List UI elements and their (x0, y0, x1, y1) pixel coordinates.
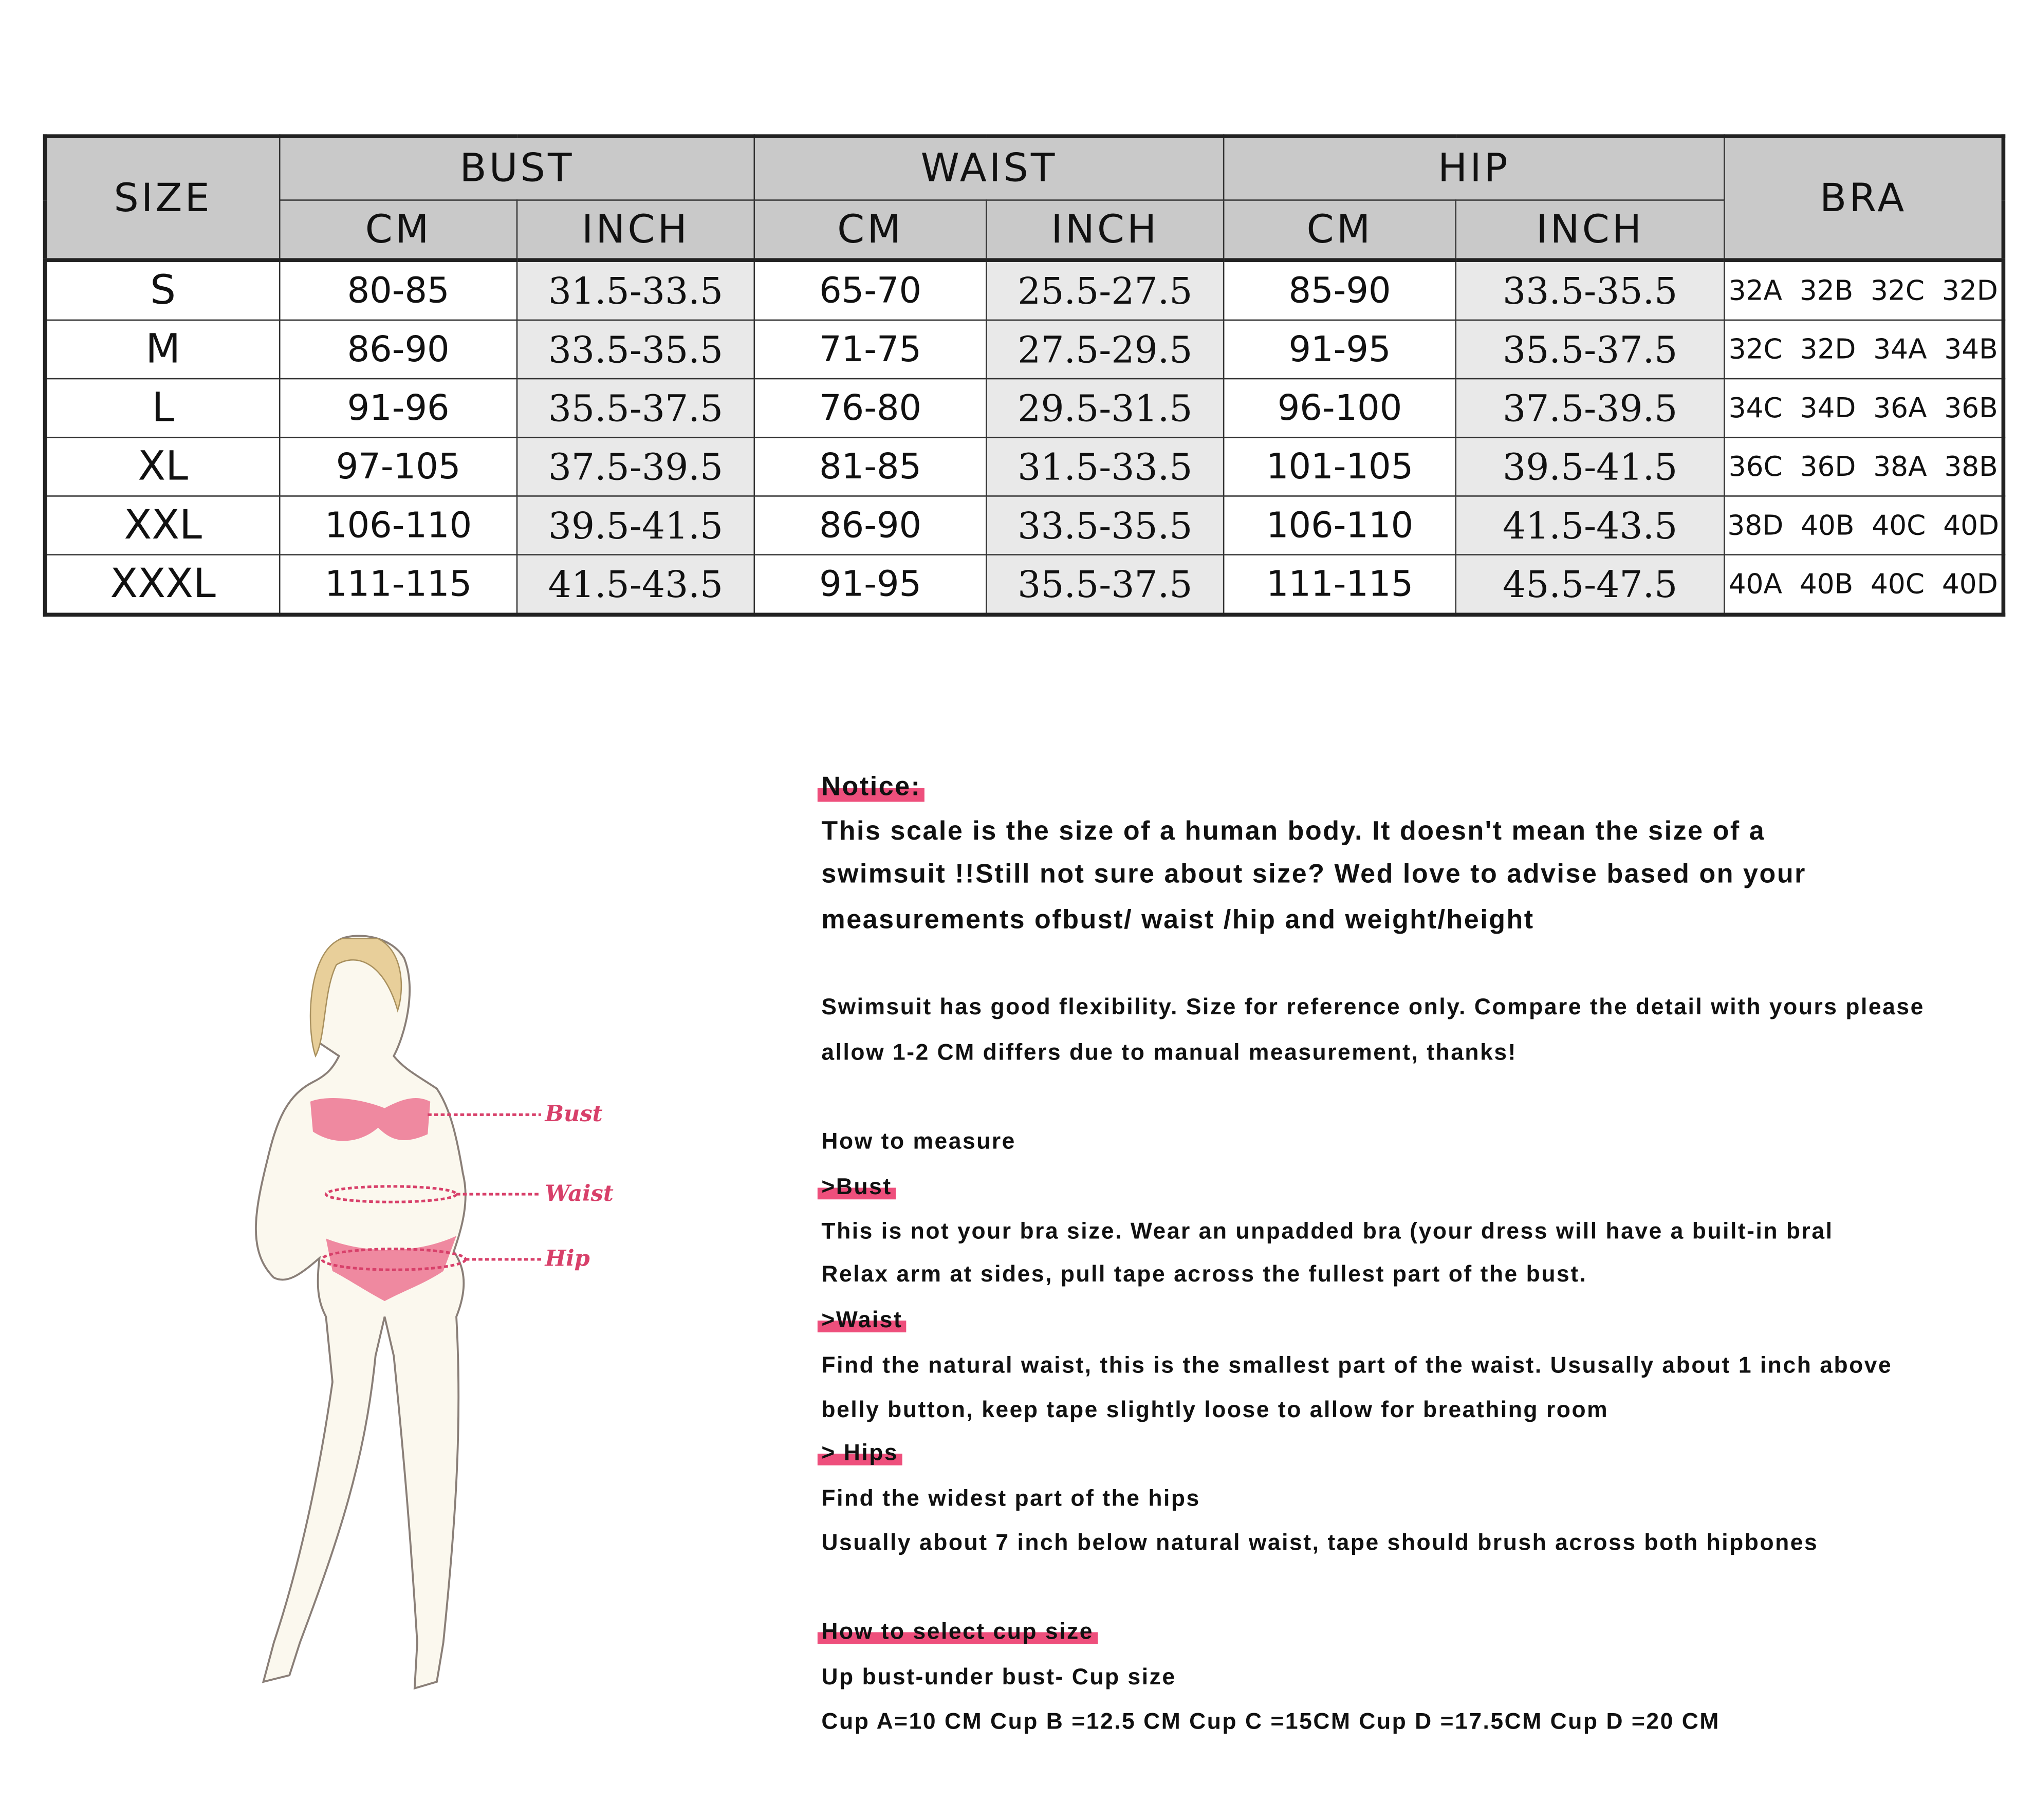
cell-bust-in: 39.5-41.5 (516, 495, 755, 555)
cell-bra: 32A 32B 32C 32D (1724, 259, 2004, 321)
cell-waist-cm: 65-70 (753, 259, 987, 321)
cell-hip-cm: 101-105 (1223, 436, 1457, 497)
table-row: XL 97-105 37.5-39.5 81-85 31.5-33.5 101-105 39… (44, 436, 2004, 497)
cell-size: XL (44, 436, 281, 497)
cell-hip-in: 45.5-47.5 (1455, 554, 1725, 616)
label-bust: Bust (544, 1101, 603, 1127)
flex-line-2: allow 1-2 CM differs due to manual measu… (821, 1039, 1517, 1065)
cell-size: XXL (44, 495, 281, 555)
cell-bust-in: 35.5-37.5 (516, 378, 755, 438)
how-to-measure: How to measure (821, 1127, 1016, 1154)
cell-waist-cm: 76-80 (753, 378, 987, 438)
header-hip-cm: CM (1223, 199, 1457, 262)
label-hip: Hip (544, 1246, 590, 1272)
table-row: XXXL 111-115 41.5-43.5 91-95 35.5-37.5 111-11… (44, 554, 2004, 616)
flex-line-1: Swimsuit has good flexibility. Size for … (821, 993, 1925, 1020)
notice-line-3: measurements ofbust/ waist /hip and weig… (821, 904, 1534, 935)
cell-size: M (44, 319, 281, 380)
body-measurement-illustration: Bust Waist Hip (255, 935, 614, 1690)
hips-line-1: Find the widest part of the hips (821, 1484, 1200, 1511)
header-bust-cm: CM (279, 199, 518, 262)
cell-hip-cm: 91-95 (1223, 319, 1457, 380)
notice-line-2: swimsuit !!Still not sure about size? We… (821, 859, 1806, 889)
cell-bust-cm: 111-115 (279, 554, 518, 616)
hips-title: > Hips (817, 1439, 902, 1466)
hips-line-2: Usually about 7 inch below natural waist… (821, 1529, 1819, 1555)
cell-bust-in: 33.5-35.5 (516, 319, 755, 380)
label-waist: Waist (545, 1181, 614, 1206)
cell-waist-in: 27.5-29.5 (986, 319, 1225, 380)
header-bust: BUST (279, 135, 755, 201)
cell-bust-cm: 97-105 (279, 436, 518, 497)
cell-bust-cm: 80-85 (279, 259, 518, 321)
cell-hip-in: 37.5-39.5 (1455, 378, 1725, 438)
waist-line-1: Find the natural waist, this is the smal… (821, 1352, 1893, 1378)
cell-waist-in: 29.5-31.5 (986, 378, 1225, 438)
cell-bra: 38D 40B 40C 40D (1724, 495, 2004, 555)
header-waist-inch: INCH (986, 199, 1225, 262)
cell-bust-cm: 106-110 (279, 495, 518, 555)
cell-waist-cm: 91-95 (753, 554, 987, 616)
cup-title: How to select cup size (817, 1618, 1098, 1645)
cell-hip-in: 33.5-35.5 (1455, 259, 1725, 321)
bust-line-2: Relax arm at sides, pull tape across the… (821, 1260, 1587, 1287)
table-row: S 80-85 31.5-33.5 65-70 25.5-27.5 85-90 33.5-3… (44, 259, 2004, 321)
cell-size: XXXL (44, 554, 281, 616)
bikini-top (310, 1098, 431, 1141)
cell-waist-cm: 86-90 (753, 495, 987, 555)
cell-bra: 36C 36D 38A 38B (1724, 436, 2004, 497)
size-table: SIZE BUST WAIST HIP BRA CM INCH CM INCH … (43, 134, 2006, 617)
cell-hip-cm: 85-90 (1223, 259, 1457, 321)
table-row: L 91-96 35.5-37.5 76-80 29.5-31.5 96-100 37.5-… (44, 378, 2004, 438)
cell-bust-in: 41.5-43.5 (516, 554, 755, 616)
cell-waist-cm: 81-85 (753, 436, 987, 497)
table-row: M 86-90 33.5-35.5 71-75 27.5-29.5 91-95 35.5-3… (44, 319, 2004, 380)
cell-hip-cm: 106-110 (1223, 495, 1457, 555)
header-hip-inch: INCH (1455, 199, 1725, 262)
waist-line-2: belly button, keep tape slightly loose t… (821, 1396, 1609, 1423)
cell-hip-in: 41.5-43.5 (1455, 495, 1725, 555)
cell-size: L (44, 378, 281, 438)
cell-bra: 40A 40B 40C 40D (1724, 554, 2004, 616)
cup-line-1: Up bust-under bust- Cup size (821, 1663, 1176, 1690)
cell-hip-cm: 111-115 (1223, 554, 1457, 616)
header-bust-inch: INCH (516, 199, 755, 262)
table-row: XXL 106-110 39.5-41.5 86-90 33.5-35.5 106-110… (44, 495, 2004, 555)
cell-hip-cm: 96-100 (1223, 378, 1457, 438)
bust-line-1: This is not your bra size. Wear an unpad… (821, 1217, 1834, 1244)
cell-waist-in: 35.5-37.5 (986, 554, 1225, 616)
notice-line-1: This scale is the size of a human body. … (821, 816, 1766, 846)
cell-bust-in: 31.5-33.5 (516, 259, 755, 321)
cell-waist-cm: 71-75 (753, 319, 987, 380)
header-hip: HIP (1223, 135, 1725, 201)
cell-bust-cm: 86-90 (279, 319, 518, 380)
header-waist-cm: CM (753, 199, 987, 262)
cell-bra: 32C 32D 34A 34B (1724, 319, 2004, 380)
cell-waist-in: 33.5-35.5 (986, 495, 1225, 555)
bikini-bottom (326, 1236, 457, 1302)
header-bra: BRA (1724, 135, 2004, 262)
cell-hip-in: 39.5-41.5 (1455, 436, 1725, 497)
header-waist: WAIST (753, 135, 1225, 201)
cell-hip-in: 35.5-37.5 (1455, 319, 1725, 380)
cell-waist-in: 31.5-33.5 (986, 436, 1225, 497)
cell-bust-cm: 91-96 (279, 378, 518, 438)
cell-bra: 34C 34D 36A 36B (1724, 378, 2004, 438)
cell-waist-in: 25.5-27.5 (986, 259, 1225, 321)
cell-bust-in: 37.5-39.5 (516, 436, 755, 497)
waist-title: >Waist (817, 1306, 907, 1333)
bust-title: >Bust (817, 1173, 896, 1200)
notice-title: Notice: (817, 772, 926, 803)
header-size: SIZE (44, 135, 281, 262)
cup-line-2: Cup A=10 CM Cup B =12.5 CM Cup C =15CM C… (821, 1707, 1720, 1734)
cell-size: S (44, 259, 281, 321)
